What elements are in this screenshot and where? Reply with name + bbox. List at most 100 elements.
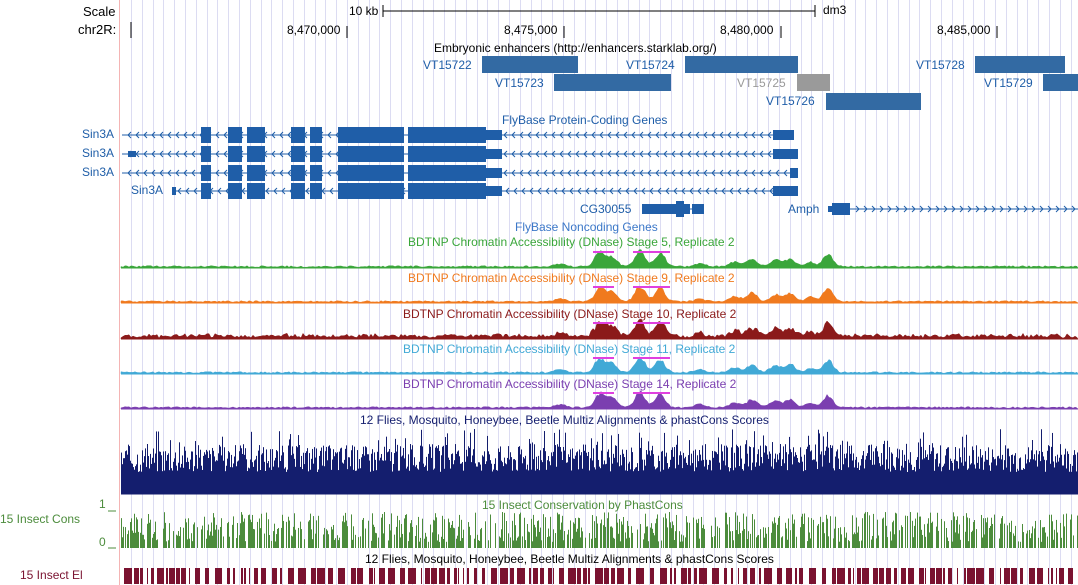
phastcons-bar [412,526,413,548]
strand-arrow [1047,205,1052,213]
phastcons-bar [811,518,812,548]
conserved-element [351,568,356,584]
enhancer-label[interactable]: VT15726 [766,94,815,108]
dnase-stage9-title[interactable]: BDTNP Chromatin Accessibility (DNase) St… [408,271,735,285]
position-tick-label: 8,470,000 [287,23,341,37]
enhancer-label[interactable]: VT15724 [626,58,675,72]
elements-side-label[interactable]: 15 Insect El [20,568,83,582]
enhancer-vt15722[interactable] [482,56,578,73]
noncoding-track-title[interactable]: FlyBase Noncoding Genes [515,220,658,234]
multiz-bar [786,452,787,494]
strand-arrow [271,169,276,177]
multiz-bar [570,449,571,494]
phastcons-track-title[interactable]: 15 Insect Conservation by PhastCons [482,498,683,512]
multiz-bar [385,460,386,494]
multiz-bar [836,451,837,494]
gene-label-cg30055[interactable]: CG30055 [580,202,632,216]
multiz-bar [448,457,449,494]
phastcons-bar [758,534,759,548]
enhancer-vt15729[interactable] [1043,74,1078,91]
gene-models[interactable] [0,120,1078,220]
multiz-bar [527,464,528,494]
multiz-bar [726,445,727,494]
phastcons-bar [600,523,601,548]
exon [310,127,322,143]
exon [338,146,404,162]
dnase-stage11-title[interactable]: BDTNP Chromatin Accessibility (DNase) St… [403,342,736,356]
enhancer-label[interactable]: VT15729 [984,76,1033,90]
multiz-bar [612,463,613,494]
ruler[interactable] [0,0,1078,44]
multiz-bar [624,457,625,494]
gene-label-sin3a[interactable]: Sin3A [82,165,115,179]
dnase-stage10-title[interactable]: BDTNP Chromatin Accessibility (DNase) St… [403,307,737,321]
multiz-bar [795,452,796,494]
multiz-bar [608,449,609,494]
multiz-bar [832,445,833,494]
phastcons-bar [786,528,787,548]
strand-arrow [167,169,172,177]
multiz-bar [949,469,950,494]
enhancer-track-title[interactable]: Embryonic enhancers (http://enhancers.st… [434,41,717,55]
gene-label-sin3a[interactable]: Sin3A [131,183,164,197]
multiz-track-title[interactable]: 12 Flies, Mosquito, Honeybee, Beetle Mul… [360,413,769,427]
phastcons-bar [481,527,482,548]
multiz-bar [719,462,720,494]
gene-label-sin3a[interactable]: Sin3A [82,146,115,160]
enhancer-label[interactable]: VT15722 [423,58,472,72]
phastcons-bar [1014,535,1015,548]
exon [247,183,265,199]
phastcons-bar [645,513,646,548]
multiz-bar [724,445,725,494]
multiz-bar [865,459,866,494]
dnase-stage5-title[interactable]: BDTNP Chromatin Accessibility (DNase) St… [408,235,735,249]
multiz-bar [1008,448,1009,494]
multiz-bar [241,448,242,494]
enhancer-label[interactable]: VT15728 [916,58,965,72]
strand-arrow [567,131,572,139]
conserved-element [681,568,687,584]
multiz-bar [445,437,446,494]
enhancer-vt15728[interactable] [975,56,1065,73]
multiz-bar [619,466,620,494]
gene-track-title[interactable]: FlyBase Protein-Coding Genes [502,113,668,127]
enhancer-label[interactable]: VT15725 [737,76,786,90]
gene-label-sin3a[interactable]: Sin3A [82,127,115,141]
multiz-bar [303,452,304,494]
enhancer-vt15724[interactable] [685,56,798,73]
phastcons-bar [474,538,475,548]
phastcons-bar [853,534,854,548]
multiz-bar [1000,429,1001,494]
multiz-bar [879,463,880,494]
phastcons-side-label[interactable]: 15 Insect Cons [0,512,81,526]
multiz-bar [227,458,228,494]
phastcons-bar [841,534,842,548]
exon [676,201,684,217]
multiz-bar [658,455,659,494]
multiz-bar [487,435,488,494]
multiz-bar [653,454,654,494]
phastcons-bar [650,527,651,548]
enhancer-label[interactable]: VT15723 [495,76,544,90]
multiz-bar [430,446,431,494]
multiz-bar [967,469,968,494]
phastcons-bar [147,523,148,548]
multiz-bar [479,462,480,494]
multiz-bar [515,460,516,494]
gene-label-amph[interactable]: Amph [788,202,820,216]
enhancer-vt15723[interactable] [554,74,671,91]
phastcons-bar [592,515,593,548]
phastcons-bar [760,529,761,548]
enhancer-vt15726[interactable] [826,93,921,110]
multiz-bar [393,463,394,494]
elements-track-title[interactable]: 12 Flies, Mosquito, Honeybee, Beetle Mul… [365,552,774,566]
enhancer-vt15725[interactable] [797,74,830,91]
multiz-bar [709,459,710,494]
multiz-bar [573,458,574,494]
dnase-stage14-title[interactable]: BDTNP Chromatin Accessibility (DNase) St… [403,377,737,391]
multiz-bar [984,461,985,494]
